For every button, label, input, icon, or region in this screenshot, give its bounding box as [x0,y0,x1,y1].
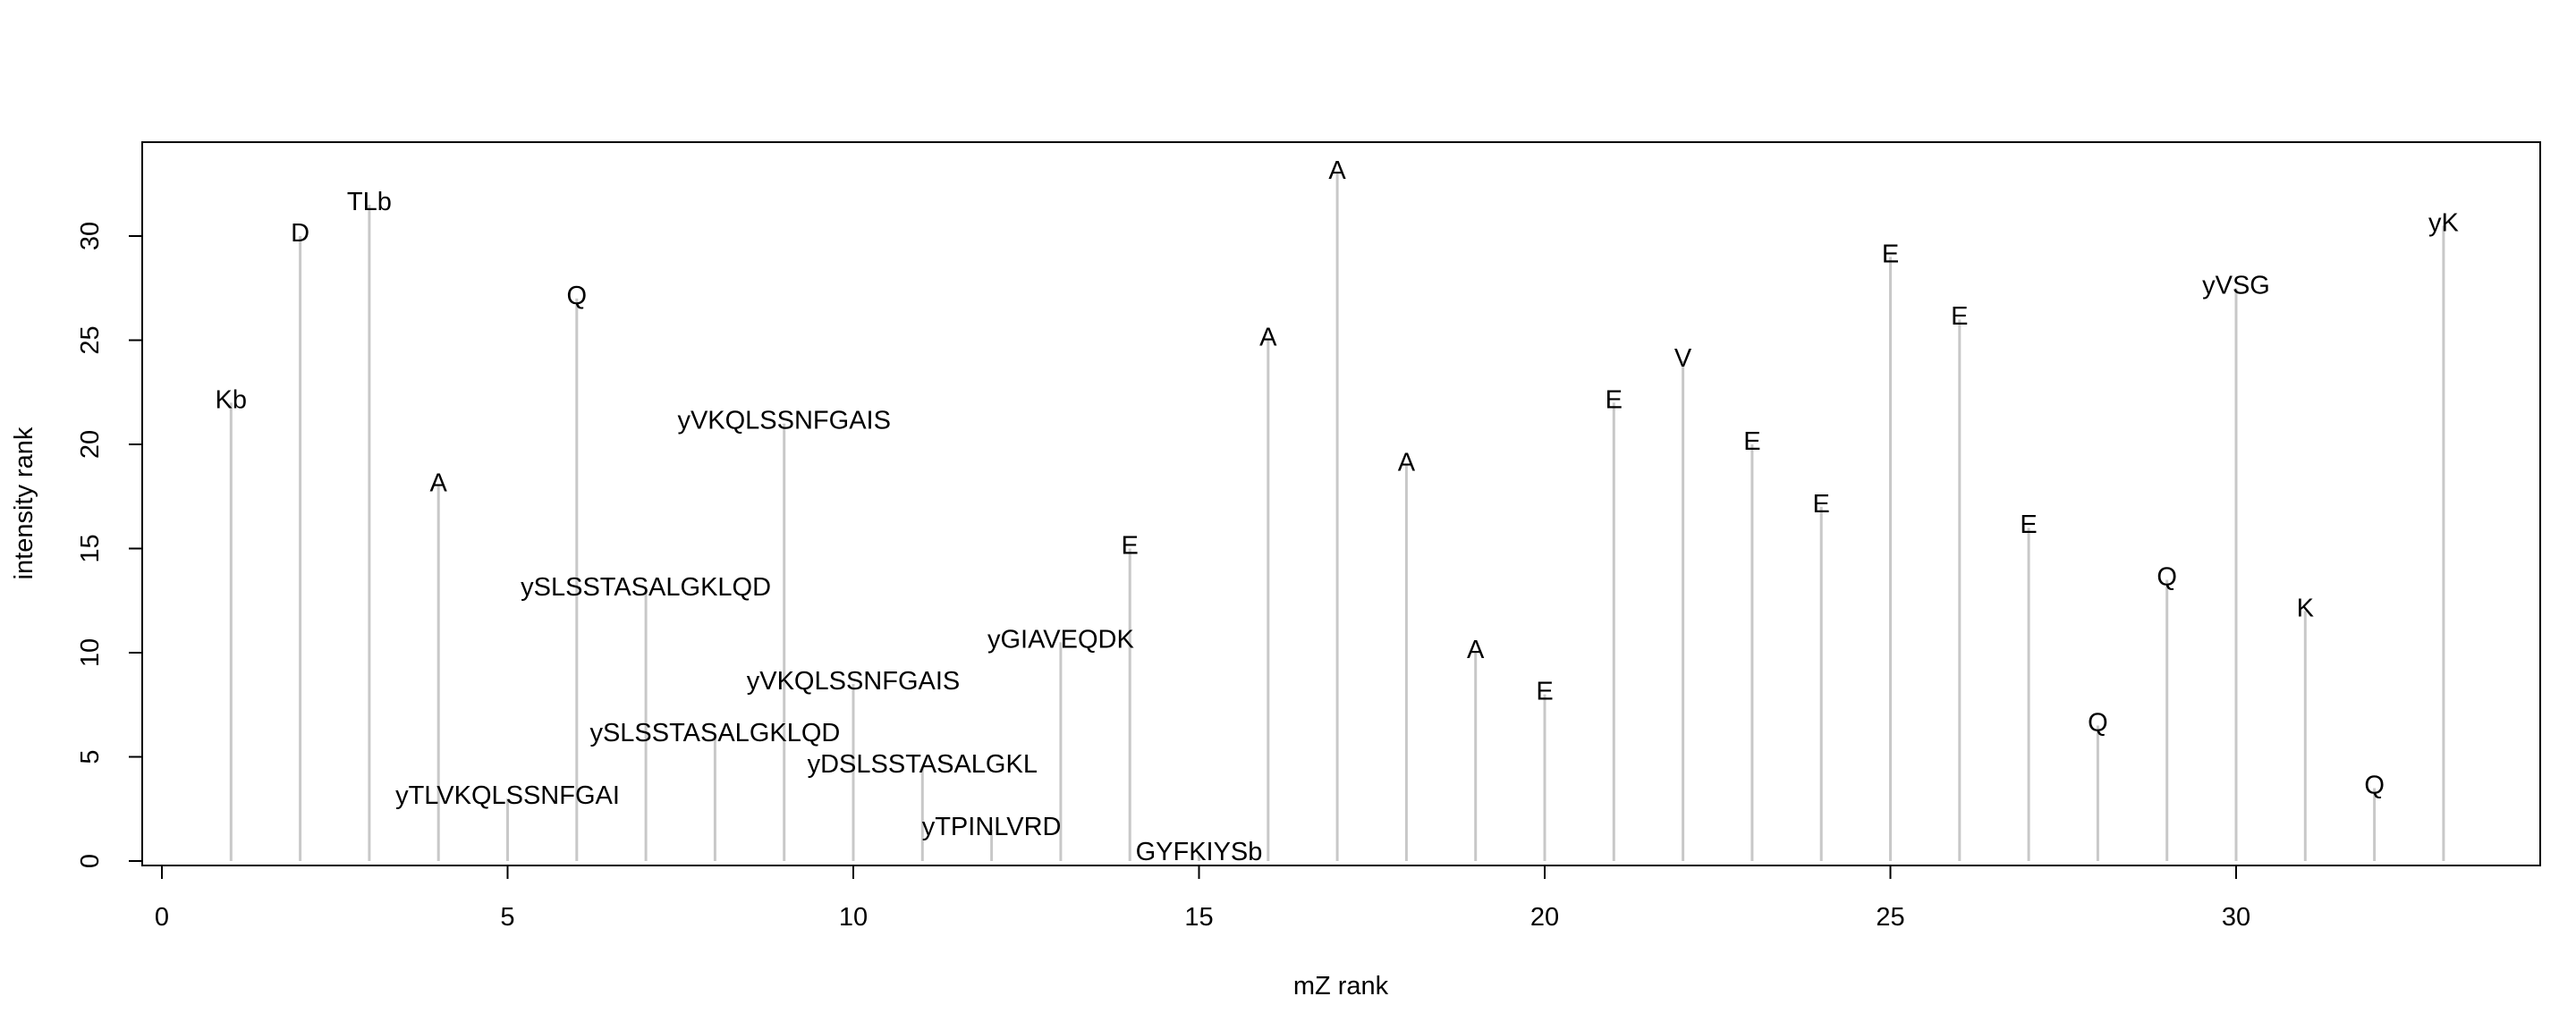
peak-label: Q [2157,562,2177,591]
peak-label: yTPINLVRD [922,813,1062,841]
y-tick-label: 30 [76,222,105,250]
peak-label: Kb [216,385,247,414]
y-tick-label: 20 [76,430,105,459]
peak-label: ySLSSTASALGKLQD [589,719,840,747]
x-tick-label: 15 [1184,903,1213,932]
stems-layer [229,173,2445,861]
peak-label: K [2297,594,2315,622]
peak-label: yTLVKQLSSNFGAI [395,781,620,810]
peak-label: D [291,219,309,248]
y-tick-label: 25 [76,325,105,354]
peak-label: yGIAVEQDK [987,625,1134,654]
peak-label: E [2020,511,2037,539]
peak-label: Q [2364,771,2385,799]
x-tick-label: 30 [2222,903,2250,932]
x-tick-label: 10 [839,903,868,932]
peak-label: yVKQLSSNFGAIS [747,667,961,696]
peak-label: A [1259,324,1277,352]
y-tick-label: 10 [76,638,105,667]
y-axis-title: intensity rank [10,426,38,579]
peak-label: E [1606,385,1623,414]
peak-label: E [1536,678,1553,706]
x-axis-title: mZ rank [1293,972,1389,1000]
peak-label: ySLSSTASALGKLQD [521,573,771,602]
peak-label: V [1674,344,1692,373]
peak-label: E [1951,302,1968,331]
x-tick-label: 0 [155,903,169,932]
peak-label: A [430,469,448,498]
peak-label: yDSLSSTASALGKL [808,750,1038,779]
peak-label: yVKQLSSNFGAIS [677,407,891,435]
peak-label: Q [2088,709,2108,738]
peak-label: E [1122,532,1139,561]
x-tick-label: 20 [1530,903,1559,932]
y-tick-label: 0 [76,854,105,868]
x-tick-label: 25 [1876,903,1904,932]
peak-label: A [1467,636,1485,664]
plot-frame [141,141,2541,866]
x-axis: 0 5 10 15 20 25 30 [155,865,2250,932]
peak-label: yVSG [2202,271,2270,300]
peak-label: Q [567,282,588,310]
peak-label: E [1882,240,1899,268]
peak-label: A [1328,156,1346,185]
peak-label: E [1743,427,1760,456]
y-axis: 0 5 10 15 20 25 30 [76,222,143,868]
x-tick-label: 5 [500,903,514,932]
peak-label: yK [2428,208,2460,237]
peak-label: E [1813,490,1830,519]
y-tick-label: 5 [76,749,105,764]
y-tick-label: 15 [76,534,105,562]
peak-label: GYFKIYSb [1136,838,1263,866]
peak-label: TLb [347,188,392,216]
peak-label: A [1398,448,1416,477]
